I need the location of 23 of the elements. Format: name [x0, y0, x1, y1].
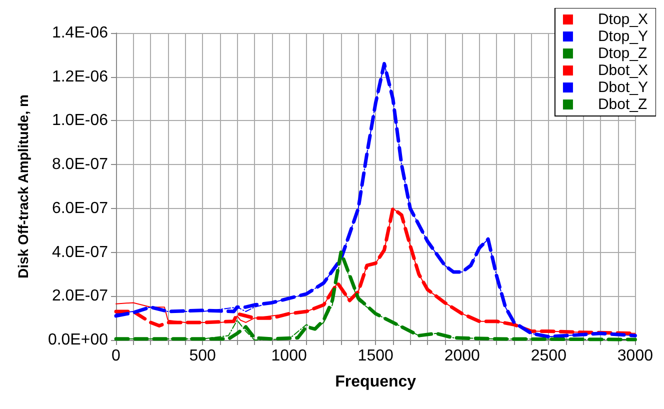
legend-label: Dtop_Y — [598, 28, 648, 45]
x-tick-label: 1000 — [271, 348, 307, 364]
x-tick-label: 0 — [112, 348, 121, 364]
x-tick-label: 3000 — [617, 348, 654, 364]
y-tick-label: 4.0E-07 — [52, 244, 108, 261]
legend-label: Dtop_X — [598, 11, 648, 28]
y-tick-label: 6.0E-07 — [52, 200, 108, 217]
y-axis-title: Disk Off-track Amplitude, m — [15, 94, 31, 278]
y-tick-label: 8.0E-07 — [52, 156, 108, 174]
y-tick-label: 1.2E-06 — [52, 68, 108, 86]
x-tick-label: 1500 — [358, 348, 394, 364]
y-tick-label: 2.0E-07 — [52, 288, 108, 305]
y-tick-label: 1.0E-06 — [52, 112, 108, 130]
x-tick-label: 500 — [189, 348, 216, 364]
y-tick-label: 0.0E+00 — [48, 332, 108, 348]
y-tick-label: 1.4E-06 — [52, 24, 108, 42]
x-tick-label: 2000 — [444, 348, 480, 364]
x-axis-title: Frequency — [335, 374, 416, 390]
legend-label: Dbot_Z — [598, 96, 648, 113]
legend-label: Dbot_X — [598, 62, 648, 79]
legend-label: Dtop_Z — [598, 45, 648, 62]
legend-label: Dbot_Y — [598, 79, 648, 96]
x-tick-label: 2500 — [530, 348, 567, 364]
